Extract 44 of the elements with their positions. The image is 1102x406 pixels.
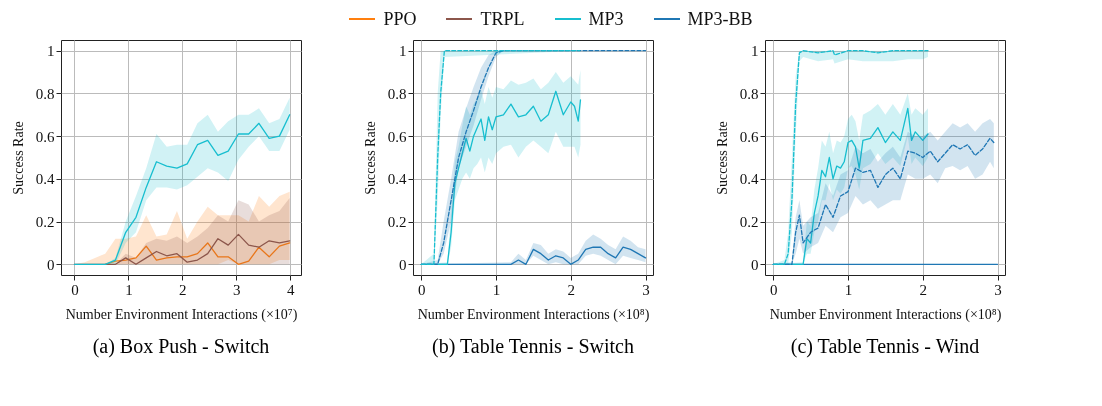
y-tick-label: 0.8 <box>739 85 759 102</box>
y-tick-label: 0 <box>47 256 55 273</box>
y-tick-label: 0.4 <box>35 171 55 188</box>
x-tick-label: 2 <box>567 281 576 298</box>
x-tick-label: 2 <box>179 281 187 298</box>
y-axis-title: Success Rate <box>10 121 26 195</box>
y-tick-label: 0 <box>399 256 407 273</box>
y-axis-title: Success Rate <box>714 121 730 195</box>
y-tick-label: 0.2 <box>35 214 55 231</box>
x-tick-label: 2 <box>919 281 928 298</box>
y-tick-label: 0.2 <box>387 214 407 231</box>
x-tick-label: 3 <box>642 281 650 298</box>
y-tick-label: 0.8 <box>35 85 55 102</box>
x-tick-label: 0 <box>769 281 778 298</box>
x-tick-label: 1 <box>125 281 133 298</box>
y-tick-label: 1 <box>751 43 759 60</box>
y-tick-label: 0.4 <box>739 171 759 188</box>
legend-label: MP3 <box>588 8 624 30</box>
x-tick-label: 1 <box>844 281 853 298</box>
y-tick-label: 0.4 <box>387 171 407 188</box>
x-tick-label: 3 <box>994 281 1002 298</box>
x-axis-title: Number Environment Interactions (×10⁸) <box>769 306 1002 323</box>
legend-label: MP3-BB <box>687 8 753 30</box>
y-tick-label: 0.8 <box>387 85 407 102</box>
text: (b) Table Tennis - Switch <box>432 335 634 358</box>
x-axis-title: Number Environment Interactions (×10⁸) <box>417 306 650 323</box>
x-tick-label: 0 <box>71 281 79 298</box>
x-tick-label: 0 <box>417 281 426 298</box>
y-tick-label: 0.6 <box>35 128 55 145</box>
legend-label: PPO <box>383 8 417 30</box>
y-tick-label: 1 <box>47 43 55 60</box>
x-axis-title: Number Environment Interactions (×10⁷) <box>65 306 298 323</box>
legend-label: TRPL <box>480 8 525 30</box>
y-tick-label: 0.6 <box>739 128 759 145</box>
x-tick-label: 3 <box>233 281 241 298</box>
y-tick-label: 0 <box>751 256 759 273</box>
y-tick-label: 0.2 <box>739 214 759 231</box>
text: (c) Table Tennis - Wind <box>790 335 980 358</box>
text: (a) Box Push - Switch <box>92 335 270 358</box>
y-tick-label: 0.6 <box>387 128 407 145</box>
y-axis-title: Success Rate <box>362 121 378 195</box>
y-tick-label: 1 <box>399 43 407 60</box>
x-tick-label: 1 <box>492 281 501 298</box>
x-tick-label: 4 <box>286 281 295 298</box>
